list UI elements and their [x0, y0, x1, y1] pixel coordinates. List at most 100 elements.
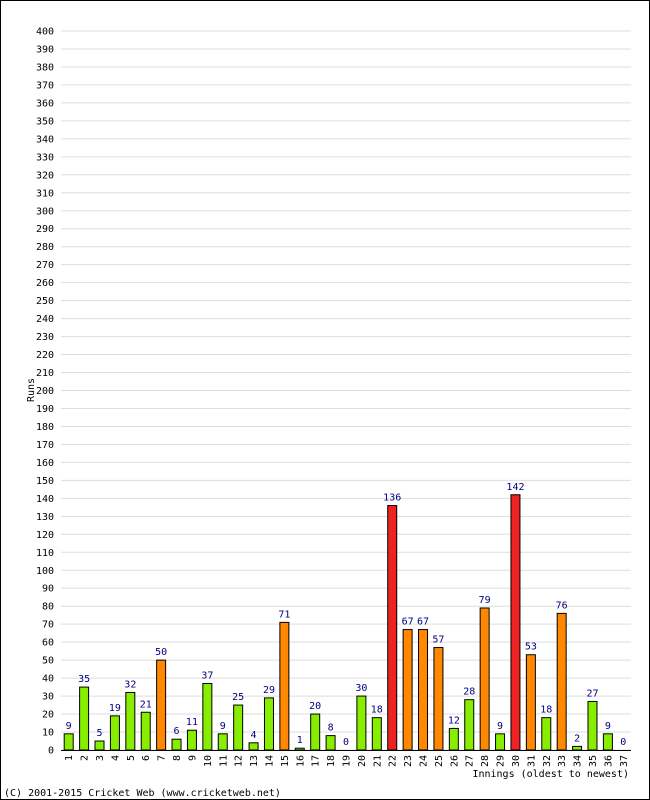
bar-innings-36 — [602, 733, 613, 751]
bar-innings-12 — [233, 704, 244, 751]
y-tick-label: 230 — [36, 332, 54, 343]
x-tick-label: 30 — [511, 755, 522, 767]
bar-innings-16 — [294, 747, 305, 751]
y-tick-label: 370 — [36, 80, 54, 91]
data-label: 0 — [620, 737, 626, 748]
bars — [63, 494, 613, 751]
x-tick-label: 28 — [480, 755, 491, 767]
x-tick-label: 12 — [234, 755, 245, 767]
data-label: 20 — [309, 701, 321, 712]
data-label: 37 — [201, 670, 213, 681]
x-tick-label: 1 — [64, 755, 75, 761]
y-tick-label: 200 — [36, 386, 54, 397]
bar-innings-21 — [371, 717, 382, 751]
x-tick-label: 4 — [110, 755, 121, 761]
x-tick-label: 22 — [388, 755, 399, 767]
x-tick-label: 23 — [403, 755, 414, 767]
x-tick-label: 35 — [588, 755, 599, 767]
y-tick-label: 320 — [36, 170, 54, 181]
data-label: 11 — [186, 717, 198, 728]
bar-innings-10 — [202, 682, 213, 751]
bar-innings-3 — [94, 740, 105, 751]
y-tick-label: 60 — [42, 638, 54, 649]
data-label: 29 — [263, 685, 275, 696]
y-tick-label: 20 — [42, 710, 54, 721]
y-tick-label: 190 — [36, 404, 54, 415]
data-label: 19 — [109, 703, 121, 714]
y-tick-labels: 0 10 20 30 40 50 60 70 80 90 100 110 120 130 140 150 160… — [36, 27, 54, 757]
data-label: 9 — [605, 721, 611, 732]
data-label: 18 — [371, 705, 383, 716]
y-tick-label: 260 — [36, 278, 54, 289]
x-tick-label: 18 — [326, 755, 337, 767]
data-label: 76 — [556, 600, 568, 611]
bar-innings-34 — [572, 745, 583, 751]
x-tick-label: 33 — [557, 755, 568, 767]
data-label: 2 — [574, 733, 580, 744]
bar-innings-23 — [402, 629, 413, 751]
bar-innings-9 — [186, 729, 197, 751]
x-tick-label: 3 — [95, 755, 106, 761]
y-tick-label: 30 — [42, 692, 54, 703]
y-tick-label: 50 — [42, 656, 54, 667]
data-label: 142 — [506, 482, 524, 493]
y-tick-label: 390 — [36, 44, 54, 55]
data-label: 8 — [328, 723, 334, 734]
y-tick-label: 170 — [36, 440, 54, 451]
x-tick-label: 10 — [203, 755, 214, 767]
data-label: 18 — [540, 705, 552, 716]
data-label: 32 — [124, 679, 136, 690]
bar-innings-22 — [387, 505, 398, 751]
bar-innings-33 — [556, 612, 567, 751]
x-tick-label: 27 — [465, 755, 476, 767]
data-label: 9 — [66, 721, 72, 732]
x-tick-label: 8 — [172, 755, 183, 761]
bar-innings-31 — [525, 654, 536, 751]
y-tick-label: 330 — [36, 152, 54, 163]
data-label: 30 — [355, 683, 367, 694]
x-tick-label: 17 — [311, 755, 322, 767]
y-tick-label: 10 — [42, 728, 54, 739]
data-label: 5 — [96, 728, 102, 739]
bar-innings-30 — [510, 494, 521, 751]
x-tick-label: 15 — [280, 755, 291, 767]
y-tick-label: 90 — [42, 584, 54, 595]
bar-innings-18 — [325, 735, 336, 751]
data-label: 4 — [251, 730, 257, 741]
bar-innings-6 — [140, 711, 151, 751]
y-tick-label: 250 — [36, 296, 54, 307]
y-tick-label: 220 — [36, 350, 54, 361]
x-tick-label: 2 — [80, 755, 91, 761]
bar-innings-27 — [464, 699, 475, 751]
data-label: 21 — [140, 699, 152, 710]
bar-innings-26 — [448, 727, 459, 751]
data-label: 25 — [232, 692, 244, 703]
y-tick-label: 80 — [42, 602, 54, 613]
x-tick-label: 34 — [573, 755, 584, 767]
bar-innings-35 — [587, 700, 598, 751]
x-axis-title: Innings (oldest to newest) — [472, 769, 629, 780]
y-axis-title: Runs — [26, 378, 37, 402]
data-label: 67 — [417, 617, 429, 628]
bar-innings-32 — [541, 717, 552, 751]
y-tick-label: 180 — [36, 422, 54, 433]
y-tick-label: 380 — [36, 62, 54, 73]
x-tick-label: 16 — [295, 755, 306, 767]
x-tick-label: 32 — [542, 755, 553, 767]
y-tick-label: 350 — [36, 116, 54, 127]
bar-innings-29 — [495, 733, 506, 751]
data-label: 57 — [432, 635, 444, 646]
data-label: 12 — [448, 715, 460, 726]
y-tick-label: 240 — [36, 314, 54, 325]
data-label: 27 — [586, 688, 598, 699]
x-tick-label: 13 — [249, 755, 260, 767]
gridlines — [61, 30, 631, 751]
y-tick-label: 140 — [36, 494, 54, 505]
y-tick-label: 110 — [36, 548, 54, 559]
y-tick-label: 360 — [36, 98, 54, 109]
x-tick-label: 21 — [372, 755, 383, 767]
x-tick-label: 37 — [619, 755, 630, 767]
y-tick-label: 120 — [36, 530, 54, 541]
bar-innings-14 — [263, 697, 274, 751]
